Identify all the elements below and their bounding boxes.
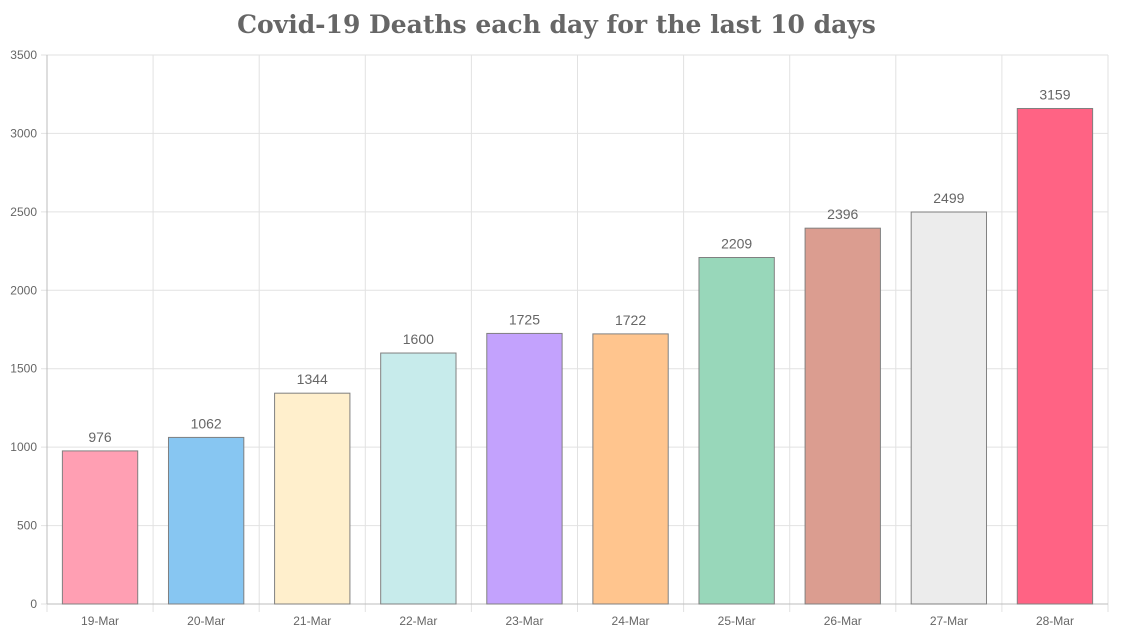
bar: [167, 436, 245, 605]
bar: [592, 333, 669, 605]
y-tick-label: 1500: [10, 362, 37, 376]
data-label: 3159: [1039, 86, 1070, 102]
x-tick-label: 25-Mar: [718, 614, 756, 628]
bar: [486, 332, 563, 605]
x-tick-label: 23-Mar: [505, 614, 543, 628]
data-label: 976: [88, 429, 112, 445]
x-tick-label: 22-Mar: [399, 614, 437, 628]
y-tick-label: 2500: [10, 205, 37, 219]
y-tick-label: 0: [30, 597, 37, 611]
x-tick-label: 19-Mar: [81, 614, 119, 628]
chart-title: Covid-19 Deaths each day for the last 10…: [237, 10, 876, 39]
bar: [61, 450, 139, 605]
data-label: 1062: [191, 415, 222, 431]
x-tick-label: 24-Mar: [612, 614, 650, 628]
y-tick-label: 3500: [10, 48, 37, 62]
bar: [274, 392, 351, 605]
data-label: 1725: [509, 311, 540, 327]
bar: [804, 227, 881, 605]
data-label: 1344: [297, 371, 328, 387]
y-tick-label: 3000: [10, 126, 37, 140]
y-tick-label: 1000: [10, 440, 37, 454]
data-label: 2396: [827, 206, 858, 222]
x-tick-label: 28-Mar: [1036, 614, 1074, 628]
bar: [698, 257, 775, 605]
data-label: 1722: [615, 312, 646, 328]
x-tick-label: 27-Mar: [930, 614, 968, 628]
x-tick-label: 20-Mar: [187, 614, 225, 628]
bar: [380, 352, 457, 605]
data-label: 2499: [933, 190, 964, 206]
data-label: 1600: [403, 331, 434, 347]
x-tick-label: 26-Mar: [824, 614, 862, 628]
bar: [910, 211, 988, 605]
y-tick-label: 2000: [10, 283, 37, 297]
x-tick-label: 21-Mar: [293, 614, 331, 628]
bar: [1016, 107, 1094, 605]
y-tick-label: 500: [17, 519, 37, 533]
data-label: 2209: [721, 236, 752, 252]
